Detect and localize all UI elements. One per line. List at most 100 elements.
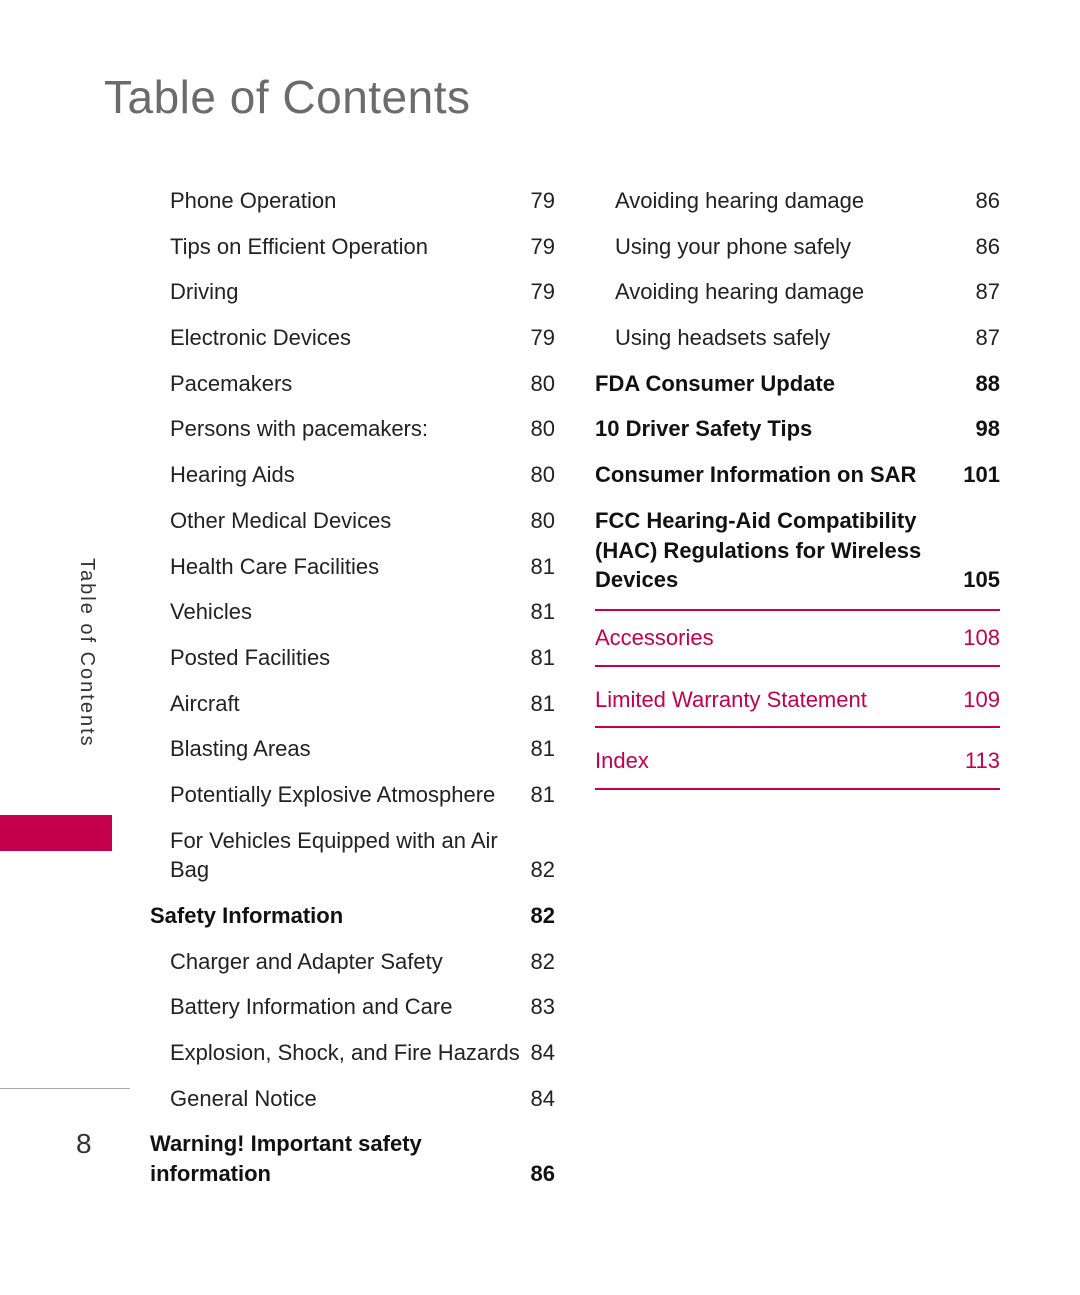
page-number: 8: [76, 1128, 92, 1160]
toc-entry-label: Electronic Devices: [170, 323, 531, 353]
toc-entry[interactable]: Blasting Areas81: [150, 726, 555, 772]
toc-entry-label: 10 Driver Safety Tips: [595, 414, 976, 444]
toc-entry-page: 86: [976, 232, 1000, 262]
toc-entry-label: Pacemakers: [170, 369, 531, 399]
toc-entry[interactable]: Potentially Explosive Atmosphere81: [150, 772, 555, 818]
toc-entry-label: Aircraft: [170, 689, 531, 719]
toc-entry-page: 86: [976, 186, 1000, 216]
toc-entry-page: 87: [976, 323, 1000, 353]
toc-entry[interactable]: Electronic Devices79: [150, 315, 555, 361]
toc-entry[interactable]: Explosion, Shock, and Fire Hazards84: [150, 1030, 555, 1076]
toc-entry-page: 82: [531, 855, 555, 885]
toc-entry[interactable]: Pacemakers80: [150, 361, 555, 407]
toc-entry-label: Persons with pacemakers:: [170, 414, 531, 444]
toc-entry-page: 109: [963, 685, 1000, 715]
toc-entry-label: Posted Facilities: [170, 643, 531, 673]
toc-entry-label: Accessories: [595, 623, 963, 653]
toc-section[interactable]: Index113: [595, 734, 1000, 790]
toc-heading-entry[interactable]: Warning! Important safety information86: [150, 1121, 555, 1196]
toc-heading-entry[interactable]: 10 Driver Safety Tips98: [595, 406, 1000, 452]
toc-entry-label: Tips on Efficient Operation: [170, 232, 531, 262]
toc-entry-page: 84: [531, 1038, 555, 1068]
toc-entry[interactable]: For Vehicles Equipped with an Air Bag82: [150, 818, 555, 893]
toc-entry[interactable]: Other Medical Devices80: [150, 498, 555, 544]
toc-entry-page: 113: [965, 746, 1000, 776]
toc-entry-label: Avoiding hearing damage: [615, 186, 976, 216]
toc-entry-page: 81: [531, 689, 555, 719]
toc-entry-page: 82: [531, 901, 555, 931]
toc-entry-page: 81: [531, 780, 555, 810]
toc-entry-label: Explosion, Shock, and Fire Hazards: [170, 1038, 531, 1068]
toc-heading-entry[interactable]: Consumer Information on SAR101: [595, 452, 1000, 498]
toc-entry[interactable]: Tips on Efficient Operation79: [150, 224, 555, 270]
toc-entry-page: 80: [531, 460, 555, 490]
toc-entry-label: Battery Information and Care: [170, 992, 531, 1022]
toc-entry-label: Phone Operation: [170, 186, 531, 216]
toc-entry-label: Using your phone safely: [615, 232, 976, 262]
toc-entry-page: 88: [976, 369, 1000, 399]
toc-heading-entry[interactable]: Safety Information82: [150, 893, 555, 939]
toc-column-right: Avoiding hearing damage86Using your phon…: [595, 178, 1000, 1197]
toc-entry-page: 108: [963, 623, 1000, 653]
toc-entry[interactable]: Aircraft81: [150, 681, 555, 727]
toc-entry-label: Blasting Areas: [170, 734, 531, 764]
toc-entry[interactable]: Avoiding hearing damage87: [595, 269, 1000, 315]
toc-entry[interactable]: General Notice84: [150, 1076, 555, 1122]
toc-entry-label: Warning! Important safety information: [150, 1129, 531, 1188]
toc-entry-label: Health Care Facilities: [170, 552, 531, 582]
toc-columns: Phone Operation79Tips on Efficient Opera…: [150, 178, 1000, 1197]
toc-entry-page: 80: [531, 506, 555, 536]
toc-entry-page: 79: [531, 323, 555, 353]
toc-entry-label: Vehicles: [170, 597, 531, 627]
toc-entry[interactable]: Charger and Adapter Safety82: [150, 939, 555, 985]
page-title: Table of Contents: [104, 70, 471, 124]
toc-entry[interactable]: Hearing Aids80: [150, 452, 555, 498]
toc-entry-page: 82: [531, 947, 555, 977]
toc-entry[interactable]: Vehicles81: [150, 589, 555, 635]
toc-entry[interactable]: Driving79: [150, 269, 555, 315]
footer-rule: [0, 1088, 130, 1089]
toc-section[interactable]: Limited Warranty Statement109: [595, 673, 1000, 729]
toc-entry-page: 79: [531, 186, 555, 216]
toc-entry-label: Limited Warranty Statement: [595, 685, 963, 715]
toc-entry-page: 84: [531, 1084, 555, 1114]
toc-entry[interactable]: Battery Information and Care83: [150, 984, 555, 1030]
toc-entry-page: 80: [531, 414, 555, 444]
toc-entry[interactable]: Health Care Facilities81: [150, 544, 555, 590]
toc-entry-page: 81: [531, 643, 555, 673]
toc-entry-page: 81: [531, 734, 555, 764]
toc-entry-page: 86: [531, 1159, 555, 1189]
toc-entry-label: Potentially Explosive Atmosphere: [170, 780, 531, 810]
toc-entry-label: Charger and Adapter Safety: [170, 947, 531, 977]
toc-entry[interactable]: Using headsets safely87: [595, 315, 1000, 361]
toc-entry-page: 105: [963, 565, 1000, 595]
toc-entry-label: FCC Hearing-Aid Compatibility (HAC) Regu…: [595, 506, 963, 595]
toc-entry-label: Driving: [170, 277, 531, 307]
toc-entry-label: Index: [595, 746, 965, 776]
toc-entry[interactable]: Phone Operation79: [150, 178, 555, 224]
toc-entry-page: 98: [976, 414, 1000, 444]
toc-entry-page: 81: [531, 552, 555, 582]
toc-entry-label: Safety Information: [150, 901, 531, 931]
toc-entry-label: Hearing Aids: [170, 460, 531, 490]
toc-entry-label: Other Medical Devices: [170, 506, 531, 536]
toc-entry-page: 87: [976, 277, 1000, 307]
toc-entry-page: 101: [963, 460, 1000, 490]
toc-entry-page: 79: [531, 232, 555, 262]
toc-section[interactable]: Accessories108: [595, 609, 1000, 667]
toc-entry[interactable]: Using your phone safely86: [595, 224, 1000, 270]
toc-entry-page: 81: [531, 597, 555, 627]
sidebar-section-label: Table of Contents: [75, 558, 98, 748]
toc-entry[interactable]: Posted Facilities81: [150, 635, 555, 681]
toc-entry[interactable]: Avoiding hearing damage86: [595, 178, 1000, 224]
toc-heading-entry[interactable]: FDA Consumer Update88: [595, 361, 1000, 407]
toc-entry-page: 80: [531, 369, 555, 399]
toc-entry-label: General Notice: [170, 1084, 531, 1114]
toc-entry-page: 83: [531, 992, 555, 1022]
toc-heading-entry[interactable]: FCC Hearing-Aid Compatibility (HAC) Regu…: [595, 498, 1000, 603]
toc-entry[interactable]: Persons with pacemakers:80: [150, 406, 555, 452]
toc-entry-label: Consumer Information on SAR: [595, 460, 963, 490]
toc-column-left: Phone Operation79Tips on Efficient Opera…: [150, 178, 555, 1197]
toc-entry-label: Avoiding hearing damage: [615, 277, 976, 307]
toc-entry-label: Using headsets safely: [615, 323, 976, 353]
